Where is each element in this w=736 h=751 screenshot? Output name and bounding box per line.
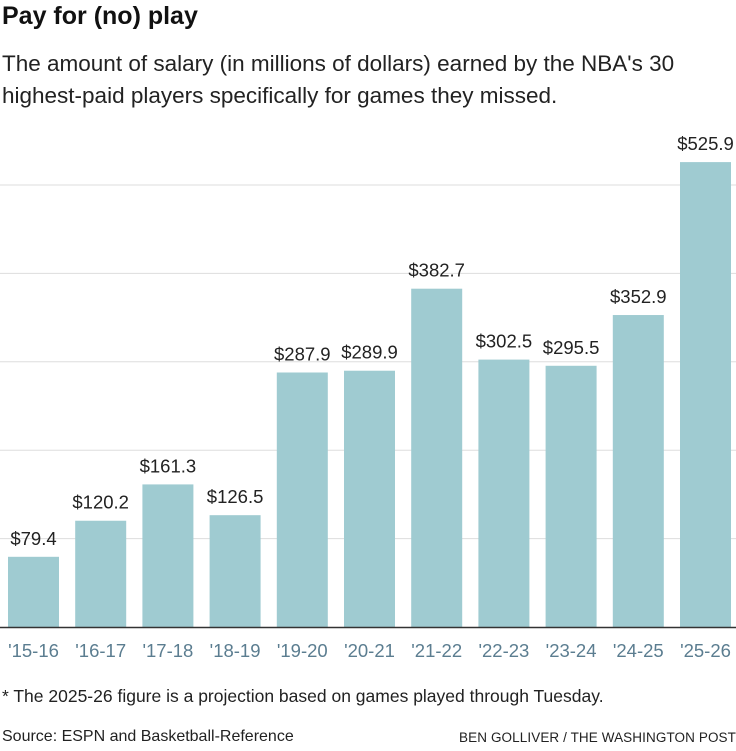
bar: [344, 370, 395, 627]
data-label: $79.4: [10, 528, 56, 549]
bar: [8, 556, 59, 627]
data-label: $382.7: [408, 260, 465, 281]
bar: [209, 515, 261, 627]
credit: BEN GOLLIVER / THE WASHINGTON POST: [459, 730, 736, 745]
bar: [478, 359, 530, 627]
bar: [612, 315, 664, 627]
bar: [680, 162, 731, 627]
data-label: $120.2: [72, 492, 129, 513]
data-label: $302.5: [476, 331, 533, 352]
bar: [142, 484, 194, 627]
x-tick-label: '25-26: [680, 640, 731, 661]
chart-title: Pay for (no) play: [2, 2, 198, 30]
x-tick-label: '19-20: [277, 640, 328, 661]
x-tick-label: '23-24: [546, 640, 597, 661]
x-tick-label: '18-19: [210, 640, 261, 661]
x-tick-label: '20-21: [344, 640, 395, 661]
bar: [411, 288, 463, 627]
data-label: $287.9: [274, 343, 331, 364]
chart-subtitle: The amount of salary (in millions of dol…: [2, 51, 675, 108]
data-label: $295.5: [543, 337, 600, 358]
bar: [75, 520, 127, 627]
x-tick-label: '16-17: [75, 640, 126, 661]
bar: [545, 365, 597, 627]
bar: [276, 372, 328, 627]
data-label: $126.5: [207, 486, 264, 507]
x-tick-label: '17-18: [142, 640, 193, 661]
x-tick-label: '22-23: [478, 640, 529, 661]
data-label: $352.9: [610, 286, 667, 307]
source-note: Source: ESPN and Basketball-Reference: [2, 728, 294, 745]
footnote: * The 2025-26 figure is a projection bas…: [2, 686, 604, 706]
data-label: $525.9: [677, 133, 734, 154]
data-label: $289.9: [341, 342, 398, 363]
x-tick-label: '15-16: [8, 640, 59, 661]
x-tick-label: '21-22: [411, 640, 462, 661]
x-tick-label: '24-25: [613, 640, 664, 661]
data-label: $161.3: [140, 455, 197, 476]
